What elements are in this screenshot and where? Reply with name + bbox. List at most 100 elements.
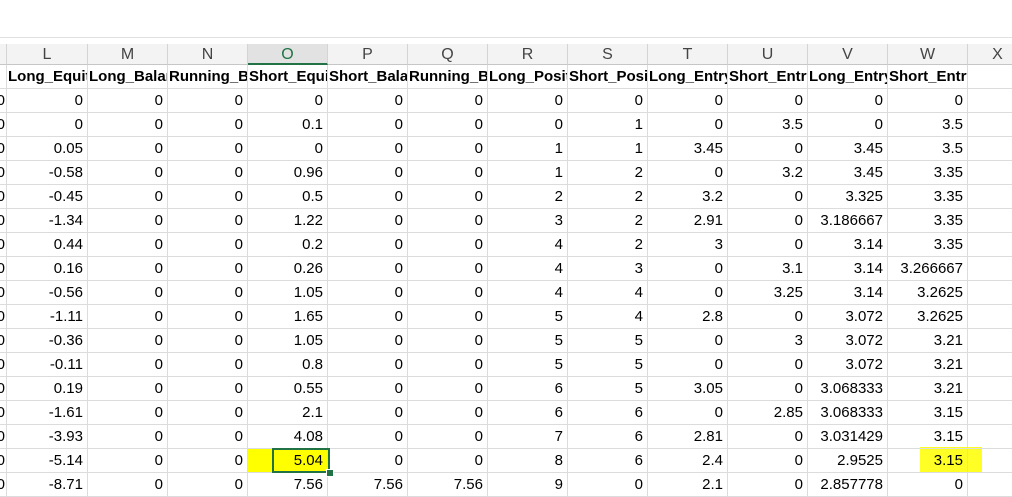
field-header-t[interactable]: Long_Entry_Price (648, 65, 728, 89)
table-cell[interactable]: 6 (568, 401, 648, 425)
cell-partial[interactable]: 0 (0, 353, 7, 377)
table-cell[interactable]: 0 (168, 89, 248, 113)
table-cell[interactable] (968, 449, 1012, 473)
table-cell[interactable]: 3.21 (888, 377, 968, 401)
table-cell[interactable]: 0 (168, 113, 248, 137)
table-cell[interactable] (968, 401, 1012, 425)
table-cell[interactable]: 0 (568, 473, 648, 497)
field-header-o[interactable]: Short_Equity (248, 65, 328, 89)
table-cell[interactable]: 0 (728, 233, 808, 257)
cell-partial[interactable]: 0 (0, 113, 7, 137)
table-cell[interactable]: 0 (648, 257, 728, 281)
table-cell[interactable]: 0.16 (7, 257, 88, 281)
table-cell[interactable] (968, 209, 1012, 233)
table-cell[interactable]: 0 (168, 185, 248, 209)
table-cell[interactable]: 0 (328, 353, 408, 377)
table-cell[interactable]: 0.2 (248, 233, 328, 257)
table-cell[interactable]: 3.1 (728, 257, 808, 281)
table-cell[interactable]: 0 (88, 113, 168, 137)
table-cell[interactable] (968, 257, 1012, 281)
table-cell[interactable]: 0 (168, 473, 248, 497)
table-cell[interactable]: 6 (568, 425, 648, 449)
table-cell[interactable]: 3.5 (888, 137, 968, 161)
table-cell[interactable]: 0 (168, 233, 248, 257)
cell-partial[interactable]: 0 (0, 401, 7, 425)
cell-partial[interactable]: 0 (0, 209, 7, 233)
table-cell[interactable] (968, 425, 1012, 449)
table-cell[interactable]: 2 (568, 233, 648, 257)
table-cell[interactable]: 0 (328, 425, 408, 449)
table-cell[interactable]: 0 (88, 233, 168, 257)
table-cell[interactable]: 0 (648, 401, 728, 425)
table-cell[interactable]: 0 (168, 281, 248, 305)
table-cell[interactable]: 3.2 (648, 185, 728, 209)
table-cell[interactable]: 0 (168, 137, 248, 161)
table-cell[interactable]: 3.25 (728, 281, 808, 305)
table-cell[interactable]: 7 (488, 425, 568, 449)
table-cell[interactable]: 0 (408, 137, 488, 161)
table-cell[interactable]: 0 (248, 89, 328, 113)
table-cell[interactable]: 3.15 (888, 401, 968, 425)
table-cell[interactable]: 0 (328, 89, 408, 113)
table-cell[interactable]: 0 (88, 473, 168, 497)
table-cell[interactable]: 0 (88, 329, 168, 353)
table-cell[interactable]: 3.072 (808, 353, 888, 377)
table-cell[interactable]: 3.15 (888, 425, 968, 449)
table-cell[interactable]: 0 (648, 161, 728, 185)
table-cell[interactable]: -0.11 (7, 353, 88, 377)
table-cell[interactable]: 3.45 (808, 137, 888, 161)
table-cell[interactable]: 0 (168, 329, 248, 353)
table-cell[interactable]: 0 (88, 257, 168, 281)
table-cell[interactable]: 1.05 (248, 329, 328, 353)
table-cell[interactable]: 3.15 (888, 449, 968, 473)
field-header-w[interactable]: Short_Entry_Price (888, 65, 968, 89)
column-header-partial[interactable] (0, 44, 7, 65)
table-cell[interactable]: 0 (168, 425, 248, 449)
table-cell[interactable]: -0.45 (7, 185, 88, 209)
table-cell[interactable] (968, 281, 1012, 305)
table-cell[interactable]: 3.072 (808, 329, 888, 353)
table-cell[interactable] (968, 233, 1012, 257)
table-cell[interactable]: 0 (408, 449, 488, 473)
cell-partial[interactable]: 0 (0, 449, 7, 473)
table-cell[interactable]: 0 (168, 401, 248, 425)
table-cell[interactable]: 3.35 (888, 161, 968, 185)
table-cell[interactable]: 5 (488, 353, 568, 377)
table-cell[interactable]: 3.14 (808, 257, 888, 281)
table-cell[interactable]: 0 (888, 473, 968, 497)
table-cell[interactable]: 0 (408, 353, 488, 377)
column-header-r[interactable]: R (488, 44, 568, 65)
header-cell-partial[interactable] (0, 65, 7, 89)
table-cell[interactable]: 0 (728, 377, 808, 401)
table-cell[interactable] (968, 305, 1012, 329)
table-cell[interactable]: 3.2625 (888, 281, 968, 305)
column-header-x[interactable]: X (968, 44, 1012, 65)
table-cell[interactable] (968, 137, 1012, 161)
table-cell[interactable]: 0 (648, 113, 728, 137)
table-cell[interactable]: 1 (488, 161, 568, 185)
table-cell[interactable]: 0 (568, 89, 648, 113)
table-cell[interactable]: 0 (648, 353, 728, 377)
table-cell[interactable]: 0 (328, 257, 408, 281)
table-cell[interactable]: 8 (488, 449, 568, 473)
field-header-v[interactable]: Long_Entry_Price (808, 65, 888, 89)
table-cell[interactable]: 3 (728, 329, 808, 353)
table-cell[interactable]: 0 (88, 353, 168, 377)
column-header-l[interactable]: L (7, 44, 88, 65)
table-cell[interactable]: 3.35 (888, 185, 968, 209)
table-cell[interactable]: 3.186667 (808, 209, 888, 233)
table-cell[interactable]: 2.8 (648, 305, 728, 329)
table-cell[interactable]: 3.5 (728, 113, 808, 137)
field-header-s[interactable]: Short_Position (568, 65, 648, 89)
table-cell[interactable]: 0 (888, 89, 968, 113)
table-cell[interactable]: 3.068333 (808, 377, 888, 401)
table-cell[interactable]: 0 (408, 209, 488, 233)
table-cell[interactable]: 0 (248, 137, 328, 161)
table-cell[interactable]: 3.031429 (808, 425, 888, 449)
table-cell[interactable]: 0.8 (248, 353, 328, 377)
table-cell[interactable]: 7.56 (328, 473, 408, 497)
table-cell[interactable]: 0 (168, 449, 248, 473)
table-cell[interactable]: 3.35 (888, 209, 968, 233)
table-cell[interactable]: 1 (488, 137, 568, 161)
table-cell[interactable]: 0.19 (7, 377, 88, 401)
